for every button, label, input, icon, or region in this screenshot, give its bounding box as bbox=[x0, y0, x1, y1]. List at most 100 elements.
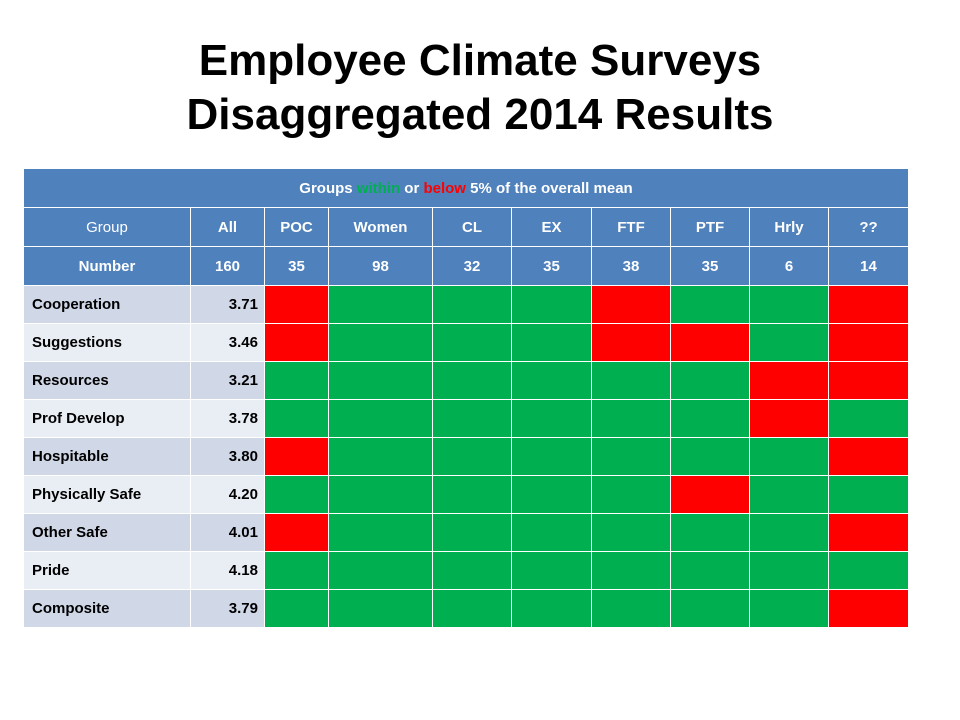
table-row: Resources 3.21 bbox=[23, 361, 909, 400]
status-cell-within bbox=[591, 589, 671, 628]
status-cell-within bbox=[511, 323, 592, 362]
status-cell-below bbox=[828, 513, 909, 552]
column-header-all: All bbox=[190, 207, 265, 247]
row-label: Cooperation bbox=[23, 285, 191, 324]
number-cell: 35 bbox=[264, 246, 329, 286]
title-line-1: Employee Climate Surveys bbox=[198, 36, 762, 85]
status-cell-below bbox=[591, 323, 671, 362]
status-cell-within bbox=[749, 551, 829, 590]
row-label: Pride bbox=[23, 551, 191, 590]
number-cell: 38 bbox=[591, 246, 671, 286]
status-cell-within bbox=[511, 551, 592, 590]
column-header-group: Group bbox=[23, 207, 191, 247]
status-cell-within bbox=[328, 285, 433, 324]
status-cell-within bbox=[432, 285, 512, 324]
status-cell-within bbox=[328, 513, 433, 552]
status-cell-within bbox=[264, 475, 329, 514]
legend-prefix: Groups bbox=[299, 179, 357, 197]
status-cell-within bbox=[328, 323, 433, 362]
status-cell-below bbox=[828, 285, 909, 324]
number-cell: 6 bbox=[749, 246, 829, 286]
row-mean: 4.18 bbox=[190, 551, 265, 590]
status-cell-within bbox=[670, 589, 750, 628]
status-cell-within bbox=[328, 589, 433, 628]
row-label: Composite bbox=[23, 589, 191, 628]
status-cell-within bbox=[749, 589, 829, 628]
row-mean: 3.79 bbox=[190, 589, 265, 628]
row-mean: 4.01 bbox=[190, 513, 265, 552]
number-label: Number bbox=[23, 246, 191, 286]
status-cell-below bbox=[264, 323, 329, 362]
number-cell: 14 bbox=[828, 246, 909, 286]
status-cell-within bbox=[749, 285, 829, 324]
row-mean: 3.78 bbox=[190, 399, 265, 438]
status-cell-within bbox=[591, 437, 671, 476]
status-cell-within bbox=[432, 437, 512, 476]
legend-within: within bbox=[356, 179, 401, 197]
status-cell-within bbox=[749, 475, 829, 514]
status-cell-within bbox=[264, 399, 329, 438]
row-mean: 3.71 bbox=[190, 285, 265, 324]
status-cell-within bbox=[511, 361, 592, 400]
status-cell-within bbox=[432, 323, 512, 362]
table-row: Physically Safe 4.20 bbox=[23, 475, 909, 514]
row-mean: 3.21 bbox=[190, 361, 265, 400]
status-cell-within bbox=[591, 399, 671, 438]
status-cell-within bbox=[328, 361, 433, 400]
status-cell-below bbox=[670, 475, 750, 514]
results-table: Groups within or below 5% of the overall… bbox=[23, 168, 909, 628]
status-cell-within bbox=[328, 551, 433, 590]
status-cell-within bbox=[670, 285, 750, 324]
status-cell-within bbox=[264, 589, 329, 628]
status-cell-within bbox=[328, 399, 433, 438]
status-cell-within bbox=[511, 285, 592, 324]
table-row: Suggestions 3.46 bbox=[23, 323, 909, 362]
row-label: Hospitable bbox=[23, 437, 191, 476]
row-label: Physically Safe bbox=[23, 475, 191, 514]
status-cell-within bbox=[511, 589, 592, 628]
status-cell-within bbox=[670, 551, 750, 590]
row-mean: 4.20 bbox=[190, 475, 265, 514]
status-cell-within bbox=[264, 361, 329, 400]
status-cell-below bbox=[828, 589, 909, 628]
column-header-poc: POC bbox=[264, 207, 329, 247]
number-cell: 98 bbox=[328, 246, 433, 286]
number-cell: 160 bbox=[190, 246, 265, 286]
column-header-women: Women bbox=[328, 207, 433, 247]
status-cell-within bbox=[670, 399, 750, 438]
status-cell-within bbox=[511, 513, 592, 552]
status-cell-below bbox=[828, 323, 909, 362]
status-cell-within bbox=[591, 551, 671, 590]
status-cell-below bbox=[264, 437, 329, 476]
legend-banner-row: Groups within or below 5% of the overall… bbox=[23, 168, 909, 208]
table-row: Cooperation 3.71 bbox=[23, 285, 909, 324]
status-cell-within bbox=[670, 437, 750, 476]
legend-banner: Groups within or below 5% of the overall… bbox=[23, 168, 909, 208]
table-row: Pride 4.18 bbox=[23, 551, 909, 590]
status-cell-within bbox=[749, 437, 829, 476]
number-cell: 35 bbox=[670, 246, 750, 286]
status-cell-below bbox=[749, 399, 829, 438]
status-cell-below bbox=[828, 361, 909, 400]
status-cell-below bbox=[264, 513, 329, 552]
number-cell: 32 bbox=[432, 246, 512, 286]
row-label: Resources bbox=[23, 361, 191, 400]
title-line-2: Disaggregated 2014 Results bbox=[186, 90, 774, 139]
status-cell-within bbox=[432, 399, 512, 438]
status-cell-within bbox=[264, 551, 329, 590]
number-cell: 35 bbox=[511, 246, 592, 286]
column-header-unknown: ?? bbox=[828, 207, 909, 247]
status-cell-below bbox=[749, 361, 829, 400]
table-row: Hospitable 3.80 bbox=[23, 437, 909, 476]
column-header-row: Group All POC Women CL EX FTF PTF Hrly ?… bbox=[23, 207, 909, 247]
row-label: Suggestions bbox=[23, 323, 191, 362]
status-cell-within bbox=[670, 361, 750, 400]
status-cell-below bbox=[828, 437, 909, 476]
status-cell-within bbox=[749, 513, 829, 552]
row-mean: 3.80 bbox=[190, 437, 265, 476]
status-cell-within bbox=[511, 475, 592, 514]
status-cell-within bbox=[828, 551, 909, 590]
column-header-cl: CL bbox=[432, 207, 512, 247]
status-cell-below bbox=[591, 285, 671, 324]
legend-or: or bbox=[400, 179, 424, 197]
